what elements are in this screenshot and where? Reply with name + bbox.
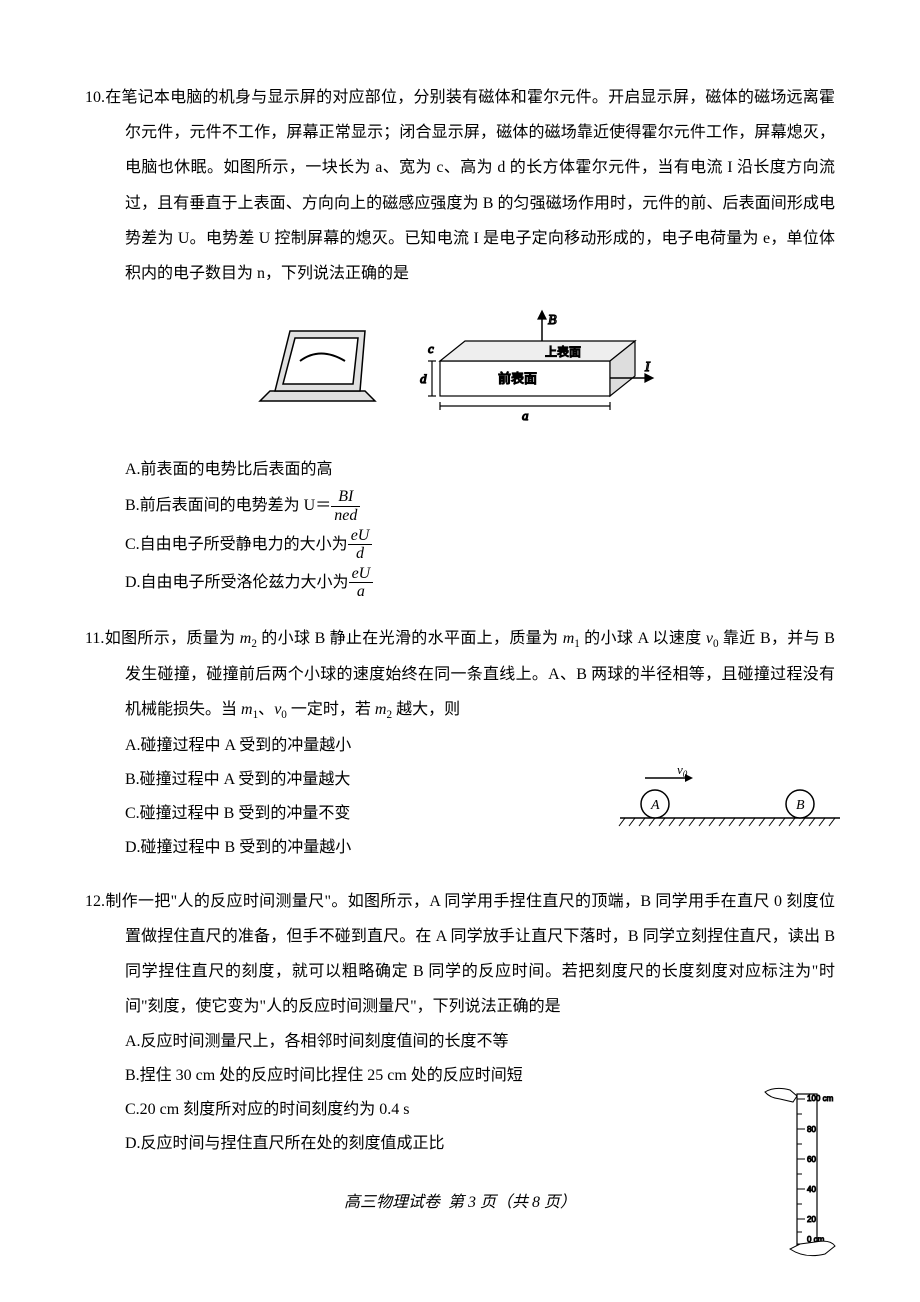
t: m (240, 630, 252, 647)
t: 越大，则 (392, 701, 460, 718)
label-front: 前表面 (498, 371, 537, 386)
label-I: I (644, 360, 651, 375)
tick-40: 40 (807, 1185, 816, 1194)
fden: ned (331, 507, 360, 525)
q11-optA: A.碰撞过程中 A 受到的冲量越小 (125, 730, 835, 762)
fden: d (348, 545, 373, 563)
q12-optC: C.20 cm 刻度所对应的时间刻度约为 0.4 s (125, 1094, 835, 1126)
label-a: a (522, 408, 529, 423)
q10-number: 10. (85, 89, 105, 106)
label-top: 上表面 (545, 345, 581, 359)
q10-optC-prefix: C.自由电子所受静电力的大小为 (125, 535, 348, 552)
label-v0: v0 (677, 766, 688, 779)
fnum: eU (349, 565, 374, 584)
q10-figure: B 上表面 前表面 I a d c (85, 306, 835, 439)
tick-20: 20 (807, 1215, 816, 1224)
label-A: A (650, 798, 660, 813)
q11-number: 11. (85, 630, 104, 647)
label-d: d (420, 371, 427, 386)
q10-optB-prefix: B.前后表面间的电势差为 U＝ (125, 497, 331, 514)
label-c: c (428, 341, 434, 356)
tick-80: 80 (807, 1125, 816, 1134)
question-11: 11.如图所示，质量为 m2 的小球 B 静止在光滑的水平面上，质量为 m1 的… (85, 621, 835, 864)
t: v (706, 630, 713, 647)
q12-figure: 100 cm 80 60 40 20 0 cm (755, 1084, 845, 1277)
q12-number: 12. (85, 893, 105, 910)
footer-mid: 第 3 页 (448, 1194, 496, 1211)
t: 、 (258, 701, 274, 718)
fden: a (349, 583, 374, 601)
q12-optB: B.捏住 30 cm 处的反应时间比捏住 25 cm 处的反应时间短 (125, 1060, 835, 1092)
q10-options: A.前表面的电势比后表面的高 B.前后表面间的电势差为 U＝BIned C.自由… (85, 454, 835, 601)
q11-figure: A B v0 (615, 766, 845, 849)
q10-optD-prefix: D.自由电子所受洛伦兹力大小为 (125, 573, 349, 590)
question-12: 12.制作一把"人的反应时间测量尺"。如图所示，A 同学用手捏住直尺的顶端，B … (85, 884, 835, 1161)
footer-left: 高三物理试卷 (344, 1194, 440, 1211)
t: m (375, 701, 387, 718)
t: m (241, 701, 253, 718)
page-footer: 高三物理试卷 第 3 页（共 8 页） (85, 1185, 835, 1220)
q10-optA: A.前表面的电势比后表面的高 (125, 454, 835, 486)
q11-stem: 11.如图所示，质量为 m2 的小球 B 静止在光滑的水平面上，质量为 m1 的… (85, 621, 835, 728)
fnum: BI (331, 488, 360, 507)
q10-optC: C.自由电子所受静电力的大小为eUd (125, 527, 835, 563)
q10-text: 在笔记本电脑的机身与显示屏的对应部位，分别装有磁体和霍尔元件。开启显示屏，磁体的… (105, 89, 835, 282)
q12-text: 制作一把"人的反应时间测量尺"。如图所示，A 同学用手捏住直尺的顶端，B 同学用… (105, 893, 835, 1016)
footer-right: （共 8 页） (496, 1194, 576, 1211)
q10-optD: D.自由电子所受洛伦兹力大小为eUa (125, 565, 835, 601)
label-B: B (548, 313, 557, 328)
t: m (563, 630, 575, 647)
fnum: eU (348, 527, 373, 546)
q12-options: A.反应时间测量尺上，各相邻时间刻度值间的长度不等 B.捏住 30 cm 处的反… (85, 1026, 835, 1160)
q10-stem: 10.在笔记本电脑的机身与显示屏的对应部位，分别装有磁体和霍尔元件。开启显示屏，… (85, 80, 835, 291)
label-B: B (796, 798, 805, 813)
tick-60: 60 (807, 1155, 816, 1164)
t: 如图所示，质量为 (104, 630, 239, 647)
t: 一定时，若 (287, 701, 375, 718)
q12-optA: A.反应时间测量尺上，各相邻时间刻度值间的长度不等 (125, 1026, 835, 1058)
tick-100: 100 cm (807, 1094, 834, 1103)
q12-optD: D.反应时间与捏住直尺所在处的刻度值成正比 (125, 1128, 835, 1160)
q12-stem: 12.制作一把"人的反应时间测量尺"。如图所示，A 同学用手捏住直尺的顶端，B … (85, 884, 835, 1025)
q10-optB: B.前后表面间的电势差为 U＝BIned (125, 488, 835, 524)
question-10: 10.在笔记本电脑的机身与显示屏的对应部位，分别装有磁体和霍尔元件。开启显示屏，… (85, 80, 835, 601)
t: 的小球 B 静止在光滑的水平面上，质量为 (257, 630, 563, 647)
t: 的小球 A 以速度 (580, 630, 706, 647)
